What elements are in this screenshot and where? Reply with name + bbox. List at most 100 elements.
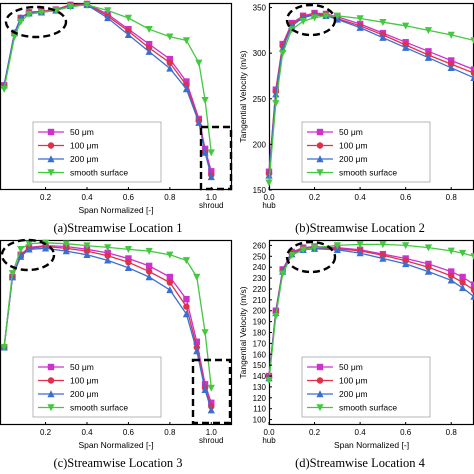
x-tick-label: 0.6	[123, 428, 135, 437]
x-tick-label: 1.0	[206, 193, 218, 202]
chart-panel-a: 50 μm 100 μm 200 μm smooth surface 0.2 0.4 0.6…	[0, 0, 233, 215]
annotation-ellipse	[285, 240, 337, 274]
legend-marker	[316, 390, 324, 398]
data-point	[201, 97, 209, 105]
legend-label: 200 μm	[70, 154, 99, 164]
y-tick-label: 150	[253, 186, 267, 195]
data-point	[459, 249, 467, 257]
data-point	[448, 268, 455, 275]
data-point	[104, 7, 112, 15]
series-line	[268, 248, 474, 379]
data-point	[83, 1, 91, 9]
chart-panel-d: 50 μm 100 μm 200 μm smooth surface 0.0 0.2 0.4…	[238, 239, 474, 450]
data-point	[0, 85, 8, 93]
x-axis-label: Span Normalized [-]	[334, 440, 409, 450]
x-tick-label: 0.0	[263, 428, 275, 437]
data-point	[333, 245, 341, 253]
y-tick-label: 110	[253, 405, 266, 414]
data-point	[201, 148, 209, 156]
data-point	[356, 249, 364, 257]
data-point	[166, 59, 174, 67]
legend-marker	[47, 142, 55, 149]
data-point	[145, 273, 153, 281]
data-point	[183, 296, 190, 303]
x-tick-label: 0.2	[309, 193, 321, 202]
data-point	[166, 273, 174, 281]
series-line	[3, 4, 212, 153]
data-point	[166, 64, 174, 72]
data-point	[333, 12, 341, 20]
y-tick-label: 350	[253, 4, 267, 13]
x-tick-sublabel: hub	[262, 436, 276, 445]
y-tick-label: 200	[253, 140, 267, 149]
y-tick-label: 300	[253, 49, 267, 58]
annotation-box	[191, 358, 232, 425]
data-point	[25, 240, 33, 248]
series-line	[268, 15, 474, 183]
y-tick-label: 130	[253, 383, 267, 392]
data-point	[125, 259, 132, 266]
x-tick-label: 0.6	[123, 193, 135, 202]
y-tick-label: 220	[253, 285, 267, 294]
data-point	[182, 37, 191, 45]
x-tick-label: 0.8	[446, 428, 458, 437]
chart-panel-c: 50 μm 100 μm 200 μm smooth surface 0.2 0.4 0.6…	[0, 238, 233, 450]
data-point	[145, 262, 153, 270]
data-point	[448, 57, 455, 64]
legend-label: smooth surface	[70, 168, 128, 178]
data-point	[66, 3, 75, 11]
data-point	[124, 30, 133, 38]
data-point	[195, 118, 203, 126]
data-point	[166, 251, 174, 259]
x-tick-label: 0.6	[400, 428, 412, 437]
x-tick-label: 0.4	[355, 428, 367, 437]
x-tick-label: 0.2	[309, 428, 321, 437]
legend-marker	[316, 155, 324, 163]
data-point	[62, 247, 70, 255]
data-point	[279, 49, 287, 57]
legend-marker	[47, 128, 55, 136]
y-tick-label: 250	[253, 95, 267, 104]
data-point	[424, 27, 433, 35]
data-point	[265, 179, 273, 187]
data-point	[424, 267, 433, 275]
series-line	[268, 14, 474, 176]
data-point	[470, 74, 474, 81]
data-point	[402, 43, 410, 51]
series-line	[268, 245, 474, 377]
data-point	[379, 241, 387, 249]
data-point	[425, 264, 432, 271]
legend-label: 50 μm	[339, 362, 363, 372]
legend-label: 100 μm	[339, 141, 368, 151]
x-tick-label: 0.4	[81, 428, 93, 437]
data-point	[145, 247, 153, 255]
annotation-ellipse	[285, 3, 337, 37]
data-point	[17, 18, 25, 26]
y-tick-label: 150	[253, 361, 267, 370]
y-tick-label: 250	[253, 252, 267, 261]
data-point	[182, 85, 191, 93]
data-point	[424, 244, 433, 252]
data-point	[470, 37, 474, 45]
x-axis-label: Span Normalized [-]	[78, 440, 153, 450]
data-point	[379, 33, 387, 41]
x-tick-label: 0.4	[81, 193, 93, 202]
annotation-box	[199, 125, 233, 191]
data-point	[10, 33, 19, 41]
data-point	[201, 329, 209, 337]
data-point	[104, 256, 112, 264]
data-point	[424, 53, 433, 61]
data-point	[356, 241, 364, 249]
x-tick-label: 0.2	[40, 428, 52, 437]
data-point	[459, 284, 467, 292]
y-tick-label: 170	[253, 339, 267, 348]
data-point	[83, 242, 91, 250]
data-point	[425, 260, 432, 268]
data-point	[379, 254, 387, 262]
y-tick-label: 140	[253, 372, 267, 381]
data-point	[470, 281, 474, 288]
x-tick-label: 0.4	[355, 193, 367, 202]
x-axis-label: Span Normalized [-]	[78, 205, 153, 215]
x-tick-sublabel: shroud	[199, 201, 223, 210]
legend-label: 200 μm	[339, 154, 368, 164]
